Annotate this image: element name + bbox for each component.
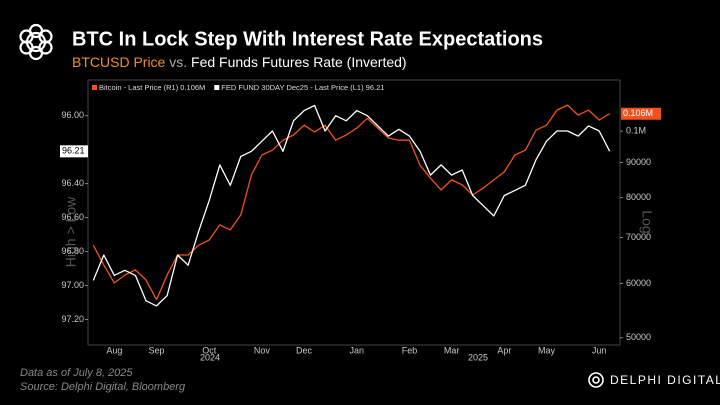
x-tick-label: May [538, 345, 556, 355]
y-tick-label: 97.00 [61, 280, 84, 290]
x-tick-label: Sep [149, 345, 165, 355]
plot-frame [87, 79, 621, 346]
y-tick-label: 96.80 [61, 246, 84, 256]
source: Source: Delphi Digital, Bloomberg [20, 381, 186, 393]
legend-swatch [92, 85, 97, 90]
x-tick-label: Dec [296, 345, 313, 355]
y-tick-label: 96.60 [61, 212, 84, 222]
y2-tick-label: 80000 [626, 192, 651, 202]
y2-tick-label: 50000 [626, 332, 651, 342]
y-tick-label: 96.40 [61, 178, 84, 188]
legend-swatch [214, 85, 220, 90]
footnote: Data as of July 8, 2025 [20, 367, 133, 379]
subtitle: BTCUSD Price vs. Fed Funds Futures Rate … [72, 54, 407, 70]
last-value-tag: 0.106M [621, 107, 661, 120]
y-tick-label: 96.00 [61, 110, 84, 120]
series-line [92, 104, 611, 301]
last-value-box [621, 107, 661, 120]
last-value-label: 96.21 [62, 146, 85, 156]
x-tick-label: Feb [402, 345, 418, 355]
subtitle-part: BTCUSD Price [72, 54, 166, 70]
year-label: 2024 [200, 352, 220, 362]
brand-name: DELPHI DIGITAL [610, 373, 720, 387]
x-tick-label: Aug [106, 345, 122, 355]
y2-tick-label: 90000 [626, 157, 651, 167]
x-tick-label: Apr [497, 345, 511, 355]
year-label: 2025 [468, 352, 488, 362]
subtitle-part: Fed Funds Futures Rate (Inverted) [191, 54, 407, 70]
subtitle-part: vs. [169, 54, 187, 70]
legend-label: FED FUND 30DAY Dec25 - Last Price (L1) 9… [221, 83, 384, 92]
y-axis-title: High > Low [63, 196, 79, 267]
last-value-tag: 96.21 [60, 145, 88, 158]
title: BTC In Lock Step With Interest Rate Expe… [72, 28, 543, 50]
x-tick-label: Nov [254, 345, 271, 355]
y-tick-label: 97.20 [61, 314, 84, 324]
last-value-box [60, 145, 88, 158]
y2-axis-title: Log [639, 210, 655, 233]
logo [19, 23, 53, 61]
last-value-label: 0.106M [623, 108, 653, 118]
brand-logo [588, 372, 604, 388]
x-tick-label: Mar [444, 345, 460, 355]
x-tick-label: Jan [350, 345, 365, 355]
x-tick-label: Jun [592, 345, 607, 355]
series-line [92, 104, 611, 307]
y2-tick-label: 60000 [626, 278, 651, 288]
x-tick-label: Oct [202, 345, 217, 355]
y2-tick-label: 70000 [626, 232, 651, 242]
legend-label: Bitcoin - Last Price (R1) 0.106M [99, 83, 205, 92]
y2-tick-label: 0.1M [626, 125, 646, 135]
